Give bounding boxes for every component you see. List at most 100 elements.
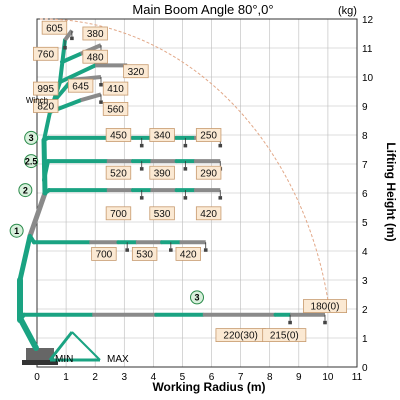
y-tick-label: 1	[362, 334, 368, 345]
capacity-label: 530	[154, 209, 171, 220]
capacity-label-box	[33, 99, 59, 113]
capacity-label: 420	[180, 250, 197, 261]
capacity-label-box	[33, 81, 59, 96]
boom-segment	[58, 63, 98, 84]
capacity-label-box	[131, 246, 158, 261]
capacity-label: 450	[110, 131, 127, 142]
hook-block	[183, 143, 188, 148]
capacity-label: 760	[37, 49, 54, 60]
hook-block	[183, 196, 188, 200]
capacity-label-box	[195, 128, 222, 142]
capacity-label: 700	[96, 250, 113, 261]
x-axis-label: Working Radius (m)	[152, 380, 265, 394]
hook-block	[63, 46, 67, 50]
boom-section-marker	[24, 154, 39, 169]
hook-block	[99, 83, 103, 87]
y-axis-label: Lifting Height (m)	[384, 142, 398, 241]
plot-frame	[36, 18, 358, 368]
hook-block	[288, 320, 292, 325]
x-tick-label: 9	[296, 372, 302, 383]
min-label: MIN	[55, 354, 73, 365]
boom-segment	[27, 192, 48, 237]
x-tick-label: 2	[92, 372, 98, 383]
capacity-label-box	[195, 206, 222, 221]
boom-segment	[41, 137, 48, 196]
chart-title: Main Boom Angle 80°,0°	[132, 2, 273, 17]
hook-block	[169, 248, 173, 252]
y-tick-label: 3	[362, 276, 368, 287]
hook-block	[139, 196, 144, 200]
x-tick-label: 3	[121, 372, 127, 383]
capacity-label: 250	[200, 131, 217, 142]
x-tick-labels: 0 1 2 3 4 5 6 7 8 9 10 11	[34, 372, 362, 383]
reach-envelope-arc	[39, 18, 329, 301]
capacity-label-box	[149, 128, 175, 142]
hook-block	[99, 100, 103, 104]
capacity-label-box	[102, 81, 129, 96]
boom-section-marker	[190, 290, 204, 305]
y-tick-label: 7	[362, 160, 368, 171]
capacity-label-box	[105, 206, 132, 221]
capacity-label-box	[123, 64, 149, 79]
capacity-label-box	[262, 328, 307, 343]
boom-section-marker	[9, 223, 24, 238]
max-label: MAX	[107, 354, 129, 365]
x-tick-label: 0	[34, 372, 40, 383]
hook-block	[203, 248, 208, 252]
x-tick-label: 11	[352, 372, 363, 383]
hook-block	[139, 167, 144, 171]
capacity-label-box	[82, 26, 108, 41]
boom-section-number: 3	[194, 293, 199, 303]
capacity-label: 995	[37, 84, 54, 95]
capacity-label: 340	[154, 131, 171, 142]
hook-block	[70, 36, 74, 41]
crane-base	[17, 315, 101, 365]
capacity-label-box	[33, 46, 59, 61]
boom-section-number: 2	[23, 185, 28, 195]
y-tick-label: 9	[362, 102, 368, 113]
x-tick-label: 6	[209, 372, 215, 383]
x-tick-label: 5	[180, 372, 186, 383]
x-tick-label: 8	[267, 372, 273, 383]
hook-block	[323, 320, 327, 325]
y-tick-label: 2	[362, 305, 368, 316]
boom-segment	[42, 159, 50, 182]
hook-block	[183, 167, 188, 171]
capacity-label-box	[195, 165, 222, 180]
capacity-label: 180(0)	[311, 302, 340, 313]
capacity-label: 480	[87, 52, 104, 63]
boom-section-number: 2.5	[25, 156, 38, 166]
boom-segment	[80, 92, 102, 103]
capacity-label: 290	[200, 168, 217, 179]
capacity-label-box	[91, 246, 117, 261]
capacity-label-box	[82, 49, 108, 64]
boom-segment	[17, 233, 33, 283]
capacity-label: 700	[110, 209, 127, 220]
y-tick-label: 6	[362, 189, 368, 200]
winch-label: Winch	[26, 96, 48, 105]
capacity-label: 220(30)	[223, 331, 257, 342]
capacity-label-box	[41, 20, 68, 35]
capacity-label: 215(0)	[270, 331, 299, 342]
capacity-label: 560	[107, 105, 124, 116]
boom-section-number: 1	[14, 226, 19, 236]
hook-block	[218, 196, 223, 200]
boom-section-markers: 1 2 2.5 3 3	[9, 130, 204, 305]
y-tick-label: 8	[362, 131, 368, 142]
capacity-label-box	[67, 78, 94, 93]
x-tick-label: 10	[322, 372, 334, 383]
x-tick-label: 1	[63, 372, 69, 383]
capacity-label: 605	[46, 23, 63, 34]
boom-section-number: 3	[29, 133, 34, 143]
hook-block	[218, 143, 223, 148]
x-tick-label: 4	[151, 372, 157, 383]
capacity-label: 820	[37, 102, 54, 113]
unit-label: (kg)	[338, 5, 357, 17]
capacity-label: 390	[154, 168, 171, 179]
y-tick-label: 0	[362, 363, 368, 374]
boom-section-marker	[24, 130, 39, 145]
capacity-label-box	[302, 299, 347, 314]
boom-segment	[60, 51, 83, 64]
capacity-label: 645	[72, 81, 89, 92]
